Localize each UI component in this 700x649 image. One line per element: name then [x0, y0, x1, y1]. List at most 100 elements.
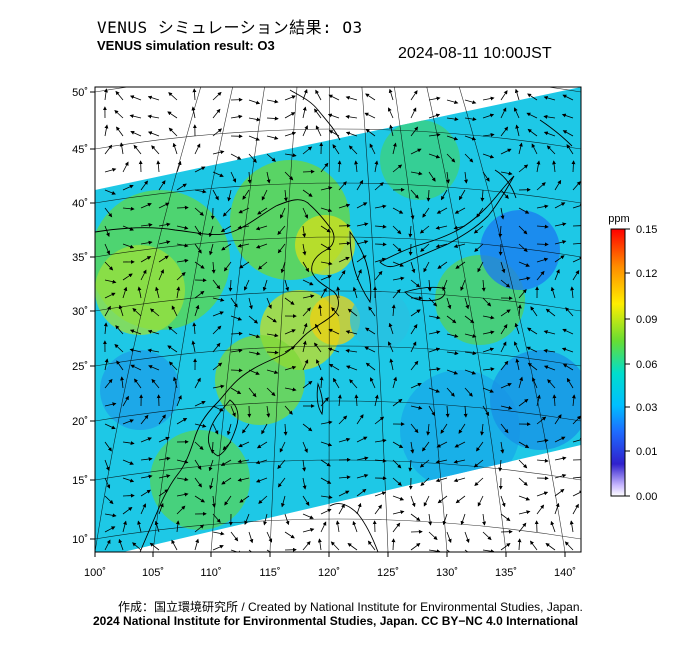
wind-arrow — [158, 222, 171, 227]
wind-arrow — [247, 171, 252, 184]
wind-arrow — [277, 477, 286, 488]
parallel-line — [95, 128, 581, 150]
wind-arrow — [230, 331, 243, 336]
wind-arrow — [284, 153, 297, 158]
wind-arrow — [482, 513, 487, 526]
wind-arrow — [140, 414, 149, 425]
wind-arrow — [536, 242, 549, 247]
wind-arrow — [194, 495, 205, 503]
wind-arrow — [464, 315, 475, 324]
wind-arrow — [104, 402, 117, 407]
wind-arrow — [500, 171, 513, 176]
wind-arrow — [130, 364, 142, 371]
wind-arrow — [518, 225, 528, 235]
wind-arrow — [338, 256, 350, 263]
wind-arrow — [318, 304, 323, 317]
wind-arrow — [248, 99, 261, 105]
wind-arrow — [531, 143, 538, 155]
wind-arrow — [104, 358, 109, 371]
wind-arrow — [130, 130, 142, 137]
parallel-line — [95, 345, 581, 367]
wind-arrow — [320, 207, 333, 213]
lat-tick-label: 10˚ — [72, 534, 88, 546]
wind-arrow — [345, 114, 358, 119]
wind-arrow — [428, 153, 441, 159]
wind-arrow — [244, 513, 250, 525]
wind-arrow — [550, 520, 556, 533]
wind-arrow — [122, 493, 135, 498]
wind-arrow — [374, 204, 387, 209]
wind-arrow — [221, 477, 232, 485]
wind-arrow — [554, 502, 560, 515]
wind-arrow — [498, 459, 503, 472]
lat-tick-label: 40˚ — [72, 198, 88, 210]
wind-arrow — [328, 363, 340, 371]
wind-arrow — [284, 513, 290, 526]
wind-arrow — [374, 416, 385, 425]
wind-arrow — [356, 240, 369, 245]
wind-arrow — [356, 436, 368, 443]
wind-arrow — [410, 90, 418, 101]
wind-arrow — [172, 142, 178, 155]
wind-arrow — [571, 160, 576, 173]
wind-arrow — [446, 549, 451, 552]
wind-arrow — [220, 225, 232, 233]
credit-line: 作成：国立環境研究所 / Created by National Institu… — [118, 600, 583, 614]
wind-arrow — [500, 148, 512, 155]
wind-arrow — [554, 488, 565, 497]
wind-arrow — [435, 225, 448, 230]
wind-arrow — [266, 135, 279, 140]
wind-arrow — [536, 257, 549, 263]
wind-arrow — [320, 275, 332, 281]
wind-arrow — [194, 290, 205, 299]
wind-arrow — [302, 307, 311, 317]
wind-arrow — [284, 171, 294, 181]
wind-arrow — [302, 459, 307, 472]
wind-arrow — [114, 343, 124, 353]
wind-arrow — [238, 207, 250, 214]
parallel-line — [95, 236, 581, 258]
wind-arrow — [566, 144, 574, 155]
wind-arrow — [464, 99, 477, 105]
wind-arrow — [352, 520, 358, 533]
wind-arrow — [464, 351, 477, 356]
wind-arrow — [428, 297, 438, 307]
wind-arrow — [104, 124, 109, 137]
wind-arrow — [116, 126, 124, 137]
wind-arrow — [500, 495, 506, 508]
wind-arrow — [374, 182, 384, 191]
wind-arrow — [482, 113, 495, 119]
wind-arrow — [446, 153, 456, 163]
wind-arrow — [104, 243, 110, 255]
wind-arrow — [302, 322, 308, 335]
wind-arrow — [374, 394, 379, 407]
wind-arrow — [211, 495, 216, 508]
wind-arrow — [315, 89, 322, 101]
wind-arrow — [242, 189, 250, 200]
wind-arrow — [464, 369, 477, 375]
wind-arrow — [428, 367, 441, 372]
wind-arrow — [319, 376, 324, 389]
wind-arrow — [331, 307, 340, 317]
wind-arrow — [500, 441, 505, 454]
wind-arrow — [194, 477, 202, 488]
concentration-area — [295, 215, 355, 275]
wind-arrow — [428, 549, 441, 552]
wind-arrow — [255, 459, 268, 465]
wind-arrow — [474, 477, 484, 487]
wind-arrow — [158, 474, 171, 479]
wind-arrow — [302, 441, 308, 453]
wind-arrow — [176, 225, 189, 230]
wind-arrow — [453, 243, 466, 248]
wind-arrow — [338, 437, 351, 443]
wind-arrow — [176, 492, 189, 497]
wind-arrow — [194, 225, 202, 236]
wind-arrow — [320, 186, 333, 191]
lon-axis: 100˚ 105˚ 110˚ 115˚ 120˚ 125˚ 130˚ 135˚ … — [84, 552, 576, 579]
lat-tick-label: 25˚ — [72, 361, 88, 373]
wind-arrow — [122, 419, 134, 425]
wind-arrow — [500, 107, 507, 119]
wind-arrow — [477, 495, 484, 507]
wind-arrow — [368, 306, 376, 317]
wind-arrow — [140, 203, 152, 209]
